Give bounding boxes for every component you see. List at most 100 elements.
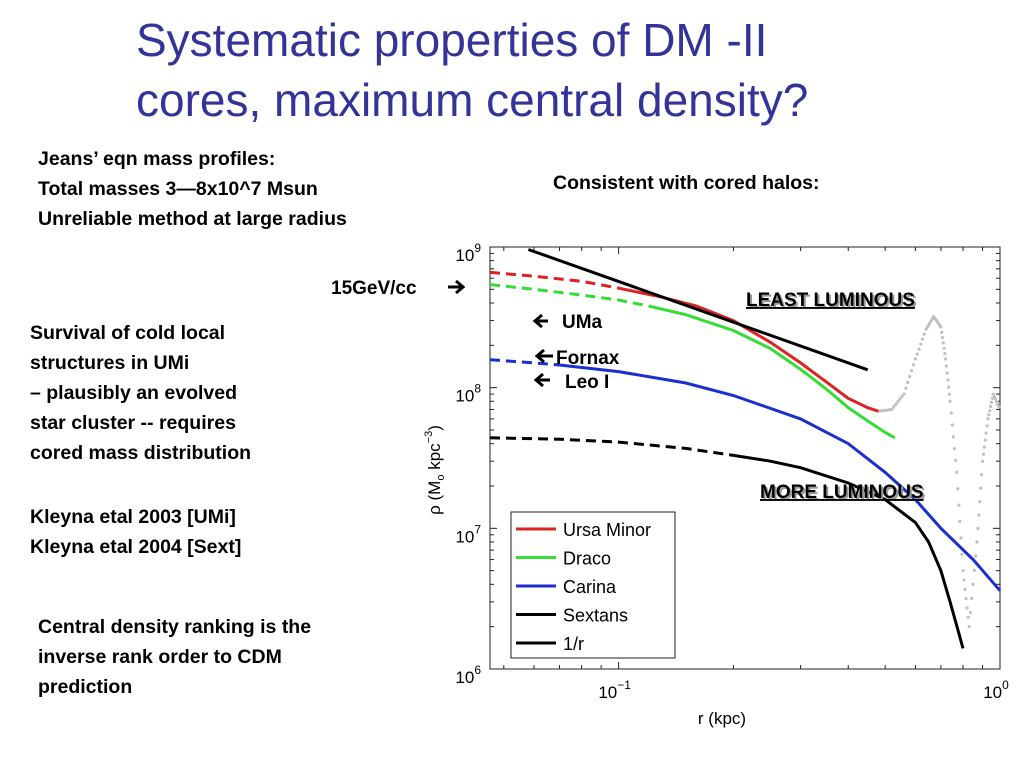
dot-point — [915, 352, 919, 356]
series-1-r-line — [527, 248, 869, 372]
dot-point — [919, 342, 923, 346]
dot-point — [968, 610, 973, 615]
dot-point — [904, 386, 908, 390]
dot-point — [952, 447, 957, 451]
dot-point — [977, 513, 981, 517]
slide-title: Systematic properties of DM -II cores, m… — [136, 10, 1016, 130]
dot-point — [961, 569, 965, 573]
dot-point — [993, 397, 998, 401]
dot-point — [978, 499, 982, 504]
uma-label: UMa — [562, 312, 603, 333]
tick-labels: 10−1 100 106 107 108 109 — [455, 241, 1009, 702]
y-tick-label: 106 — [455, 663, 481, 687]
title-line-1: Systematic properties of DM -II — [136, 14, 768, 66]
survival-line-2: structures in UMi — [30, 352, 190, 374]
more-luminous-shadow: MORE LUMINOUS — [762, 484, 926, 505]
dot-point — [962, 578, 966, 582]
dot-point — [956, 487, 960, 491]
dot-point — [985, 424, 989, 428]
jeans-line-3: Unreliable method at large radius — [38, 208, 347, 230]
left-arrow-icon — [532, 313, 548, 329]
fornax-annotation: Fornax — [534, 348, 620, 369]
dot-point — [980, 473, 984, 477]
dot-point — [892, 405, 896, 409]
ref-1: Kleyna etal 2003 [UMi] — [30, 506, 236, 528]
references: Kleyna etal 2003 [UMi] Kleyna etal 2004 … — [30, 502, 241, 562]
dotted-outer-profile — [876, 315, 1001, 629]
dot-point — [949, 411, 953, 415]
plot-frame — [489, 246, 1001, 670]
dot-point — [940, 330, 944, 334]
legend-label: 1/r — [563, 634, 584, 654]
legend-label: Carina — [563, 577, 617, 597]
series-ursa-minor-dashed — [489, 270, 619, 290]
survival-line-1: Survival of cold local — [30, 322, 226, 344]
dot-point — [920, 337, 925, 341]
more-luminous-annotation: MORE LUMINOUS MORE LUMINOUS — [760, 482, 926, 505]
dot-point — [943, 357, 948, 361]
dot-point — [988, 409, 992, 413]
leo-label: Leo I — [565, 372, 609, 393]
series-draco-dashed — [489, 283, 650, 308]
title-line-2: cores, maximum central density? — [136, 74, 809, 126]
dot-point — [908, 374, 912, 379]
dot-point — [957, 503, 961, 507]
jeans-line-2: Total masses 3—8x10^7 Msun — [38, 178, 318, 200]
left-arrow-icon — [533, 372, 550, 388]
dot-point — [955, 470, 959, 474]
x-tick-label: 10−1 — [598, 678, 631, 702]
dot-point — [966, 615, 970, 619]
dot-point — [945, 371, 949, 375]
dot-point — [989, 404, 993, 409]
least-luminous-shadow: LEAST LUMINOUS — [748, 292, 917, 313]
dot-point — [894, 402, 898, 406]
leo-annotation: Leo I — [533, 372, 609, 393]
dot-point — [902, 392, 906, 396]
dot-point — [996, 402, 1000, 406]
dot-point — [967, 625, 971, 629]
dot-point — [944, 364, 948, 368]
dot-point — [940, 336, 945, 340]
dot-point — [965, 606, 969, 610]
dot-point — [963, 587, 967, 591]
dot-point — [982, 445, 986, 449]
dot-point — [942, 346, 946, 350]
legend-box — [510, 511, 676, 659]
density-label: 15GeV/cc — [331, 278, 417, 299]
dot-point — [972, 568, 976, 572]
series-carina-dashed — [489, 358, 560, 367]
dot-point — [917, 347, 921, 351]
uma-annotation: UMa — [532, 312, 603, 333]
consistent-text: Consistent with cored halos: — [553, 172, 820, 194]
dot-point — [974, 554, 978, 558]
dot-point — [986, 417, 990, 421]
series-draco-line — [648, 304, 896, 440]
least-luminous-annotation: LEAST LUMINOUS LEAST LUMINOUS — [746, 290, 917, 313]
jeans-line-1: Jeans’ eqn mass profiles: — [38, 148, 276, 170]
survival-line-4: star cluster -- requires — [30, 412, 236, 434]
ref-2: Kleyna etal 2004 [Sext] — [30, 536, 242, 558]
right-arrow-icon — [448, 279, 466, 295]
dot-point — [906, 380, 910, 384]
legend-label: Sextans — [563, 606, 628, 626]
density-annotation: 15GeV/cc — [331, 278, 466, 299]
dot-point — [954, 458, 958, 463]
more-luminous-label: MORE LUMINOUS — [760, 482, 924, 503]
dot-point — [958, 519, 962, 524]
dot-point — [983, 438, 987, 442]
series-sextans-line — [733, 453, 965, 649]
series-sextans-dashed — [489, 436, 734, 457]
dot-point — [975, 540, 979, 544]
dot-point — [890, 407, 894, 412]
dot-point — [951, 435, 956, 439]
y-tick-label: 107 — [455, 522, 481, 546]
dot-point — [984, 431, 988, 435]
dot-point — [981, 452, 986, 456]
y-tick-label: 108 — [455, 382, 481, 406]
dot-point — [991, 392, 995, 396]
ranking-notes: Central density ranking is the inverse r… — [38, 612, 311, 702]
dot-point — [979, 486, 983, 490]
consistent-note: Consistent with cored halos: — [553, 168, 820, 198]
dot-point — [941, 341, 945, 345]
